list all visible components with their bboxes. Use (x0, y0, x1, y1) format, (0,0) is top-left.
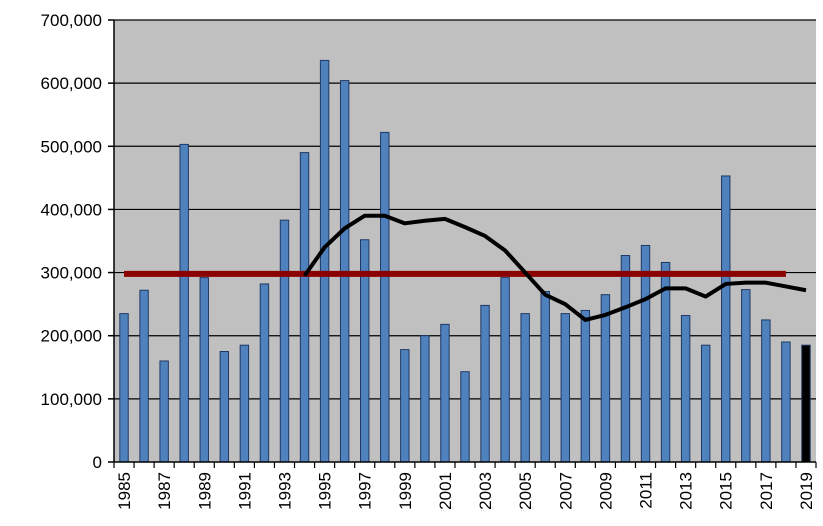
x-tick-label: 1985 (115, 472, 134, 510)
x-tick-label: 2013 (677, 472, 696, 510)
bar-2012 (660, 261, 671, 463)
bar-2013 (680, 315, 691, 463)
y-tick-label: 0 (93, 453, 102, 472)
x-tick-label: 2007 (556, 472, 575, 510)
bar-1985 (119, 313, 129, 463)
bar-series (119, 59, 811, 463)
bar-2019 (801, 344, 811, 463)
bar-1987 (159, 360, 169, 463)
bar-1998 (380, 131, 390, 463)
bar-1992 (259, 283, 270, 463)
bar-2005 (520, 313, 530, 463)
y-tick-label: 700,000 (41, 11, 102, 30)
bar-2001 (440, 323, 450, 463)
x-tick-label: 2003 (476, 472, 495, 510)
bar-2016 (741, 289, 751, 463)
bar-2006 (540, 291, 550, 463)
y-tick-label: 200,000 (41, 327, 102, 346)
x-tick-label: 2011 (637, 472, 656, 509)
bar-1991 (239, 344, 250, 463)
x-axis-tick-labels: 1985 1987 1989 1991 1993 1995 1997 1999 2001 2003… (115, 472, 816, 510)
bar-1995 (319, 59, 330, 463)
y-axis-tick-labels: 0 100,000 200,000 300,000 400,000 500,000 600,… (41, 11, 102, 472)
bar-2014 (700, 344, 711, 463)
axes (108, 19, 817, 468)
y-tick-label: 300,000 (41, 264, 102, 283)
bar-2002 (460, 371, 470, 463)
x-tick-label: 1997 (356, 472, 375, 510)
x-tick-label: 1991 (235, 472, 254, 510)
bar-2000 (420, 335, 430, 463)
bar-2009 (600, 294, 611, 463)
x-tick-label: 1995 (316, 472, 335, 510)
x-tick-label: 2017 (757, 472, 776, 510)
bar-2003 (480, 304, 490, 463)
x-tick-label: 2019 (797, 472, 816, 510)
x-tick-label: 2009 (596, 472, 615, 510)
bar-1994 (299, 152, 310, 463)
bar-2004 (500, 277, 510, 463)
trend-line-series (302, 213, 807, 322)
bar-2018 (781, 341, 791, 463)
x-tick-label: 1999 (396, 472, 415, 510)
x-tick-label: 1989 (195, 472, 214, 510)
bar-2010 (620, 255, 631, 463)
bar-2015 (721, 175, 731, 463)
trend-line (302, 213, 807, 322)
bar-1993 (279, 219, 290, 463)
bar-1999 (400, 349, 410, 463)
bar-1989 (199, 277, 209, 463)
y-tick-label: 500,000 (41, 137, 102, 156)
bar-2011 (640, 244, 651, 463)
y-tick-label: 100,000 (41, 390, 102, 409)
bar-1988 (179, 143, 189, 463)
x-tick-label: 1993 (275, 472, 294, 510)
x-tick-label: 1987 (155, 472, 174, 510)
bar-1986 (139, 289, 149, 463)
y-tick-label: 400,000 (41, 200, 102, 219)
x-tick-label: 2005 (516, 472, 535, 510)
bar-2017 (761, 319, 771, 463)
x-tick-label: 2015 (717, 472, 736, 510)
x-tick-label: 2001 (436, 472, 455, 510)
bar-2007 (560, 313, 570, 463)
y-tick-label: 600,000 (41, 74, 102, 93)
bar-1990 (219, 351, 230, 463)
bar-2008 (580, 309, 591, 463)
